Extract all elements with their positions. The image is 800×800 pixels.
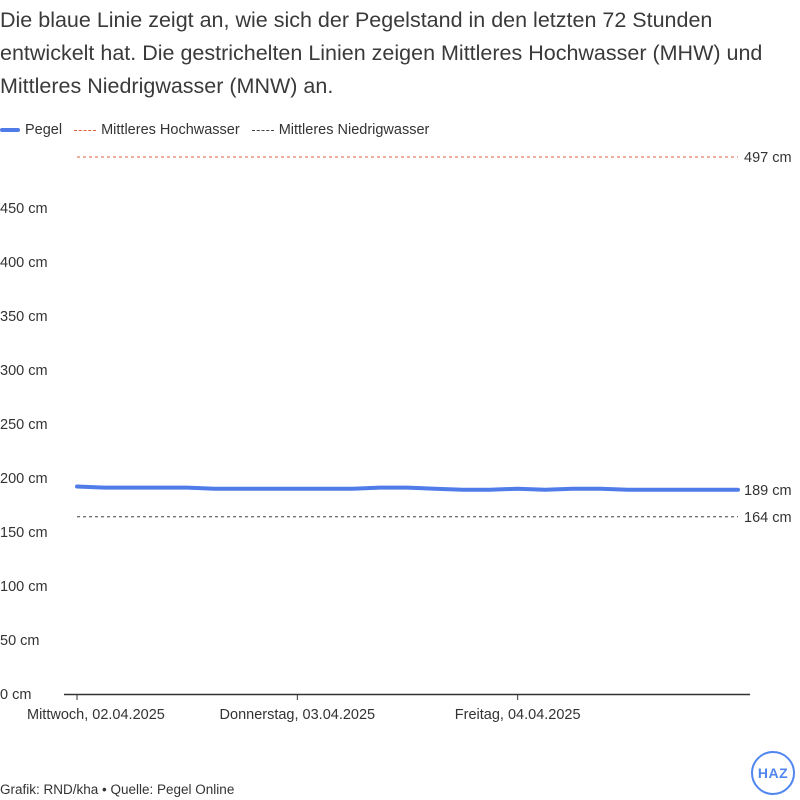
legend-swatch-pegel — [0, 128, 20, 132]
legend-item-mhw[interactable]: Mittleres Hochwasser — [74, 122, 240, 138]
y-tick-label: 350 cm — [0, 309, 48, 325]
line-chart: 0 cm 50 cm 100 cm 150 cm 200 cm 250 cm 300 cm 3… — [0, 150, 792, 723]
legend-swatch-mhw — [74, 129, 97, 131]
chart-subtitle: Die blaue Linie zeigt an, wie sich der P… — [0, 8, 763, 98]
legend-label-pegel: Pegel — [25, 122, 63, 138]
legend-item-mnw[interactable]: Mittleres Niedrigwasser — [251, 122, 430, 138]
legend-item-pegel[interactable]: Pegel — [0, 122, 62, 138]
legend-label-mnw: Mittleres Niedrigwasser — [278, 122, 430, 138]
x-tick-label: Mittwoch, 02.04.2025 — [27, 707, 165, 723]
mnw-value-label: 164 cm — [744, 510, 792, 526]
y-tick-label: 0 cm — [0, 687, 31, 703]
y-tick-label: 50 cm — [0, 633, 40, 649]
legend-label-mhw: Mittleres Hochwasser — [101, 122, 240, 138]
pegel-series-line[interactable] — [75, 484, 740, 492]
mhw-value-label: 497 cm — [744, 150, 792, 166]
y-tick-label: 250 cm — [0, 417, 48, 433]
y-tick-label: 450 cm — [0, 201, 48, 217]
x-tick-label: Donnerstag, 03.04.2025 — [220, 707, 376, 723]
haz-logo[interactable]: HAZ — [751, 751, 795, 795]
legend-swatch-mnw — [251, 129, 274, 131]
y-tick-label: 200 cm — [0, 471, 48, 487]
pegel-end-label: 189 cm — [744, 483, 792, 499]
y-tick-label: 100 cm — [0, 579, 48, 595]
y-tick-label: 150 cm — [0, 525, 48, 541]
source-footer: Grafik: RND/kha • Quelle: Pegel Online — [0, 782, 235, 797]
x-tick-label: Freitag, 04.04.2025 — [455, 707, 581, 723]
y-tick-label: 300 cm — [0, 363, 48, 379]
y-tick-label: 400 cm — [0, 255, 48, 271]
chart-legend: Pegel Mittleres Hochwasser Mittleres Nie… — [0, 120, 441, 140]
